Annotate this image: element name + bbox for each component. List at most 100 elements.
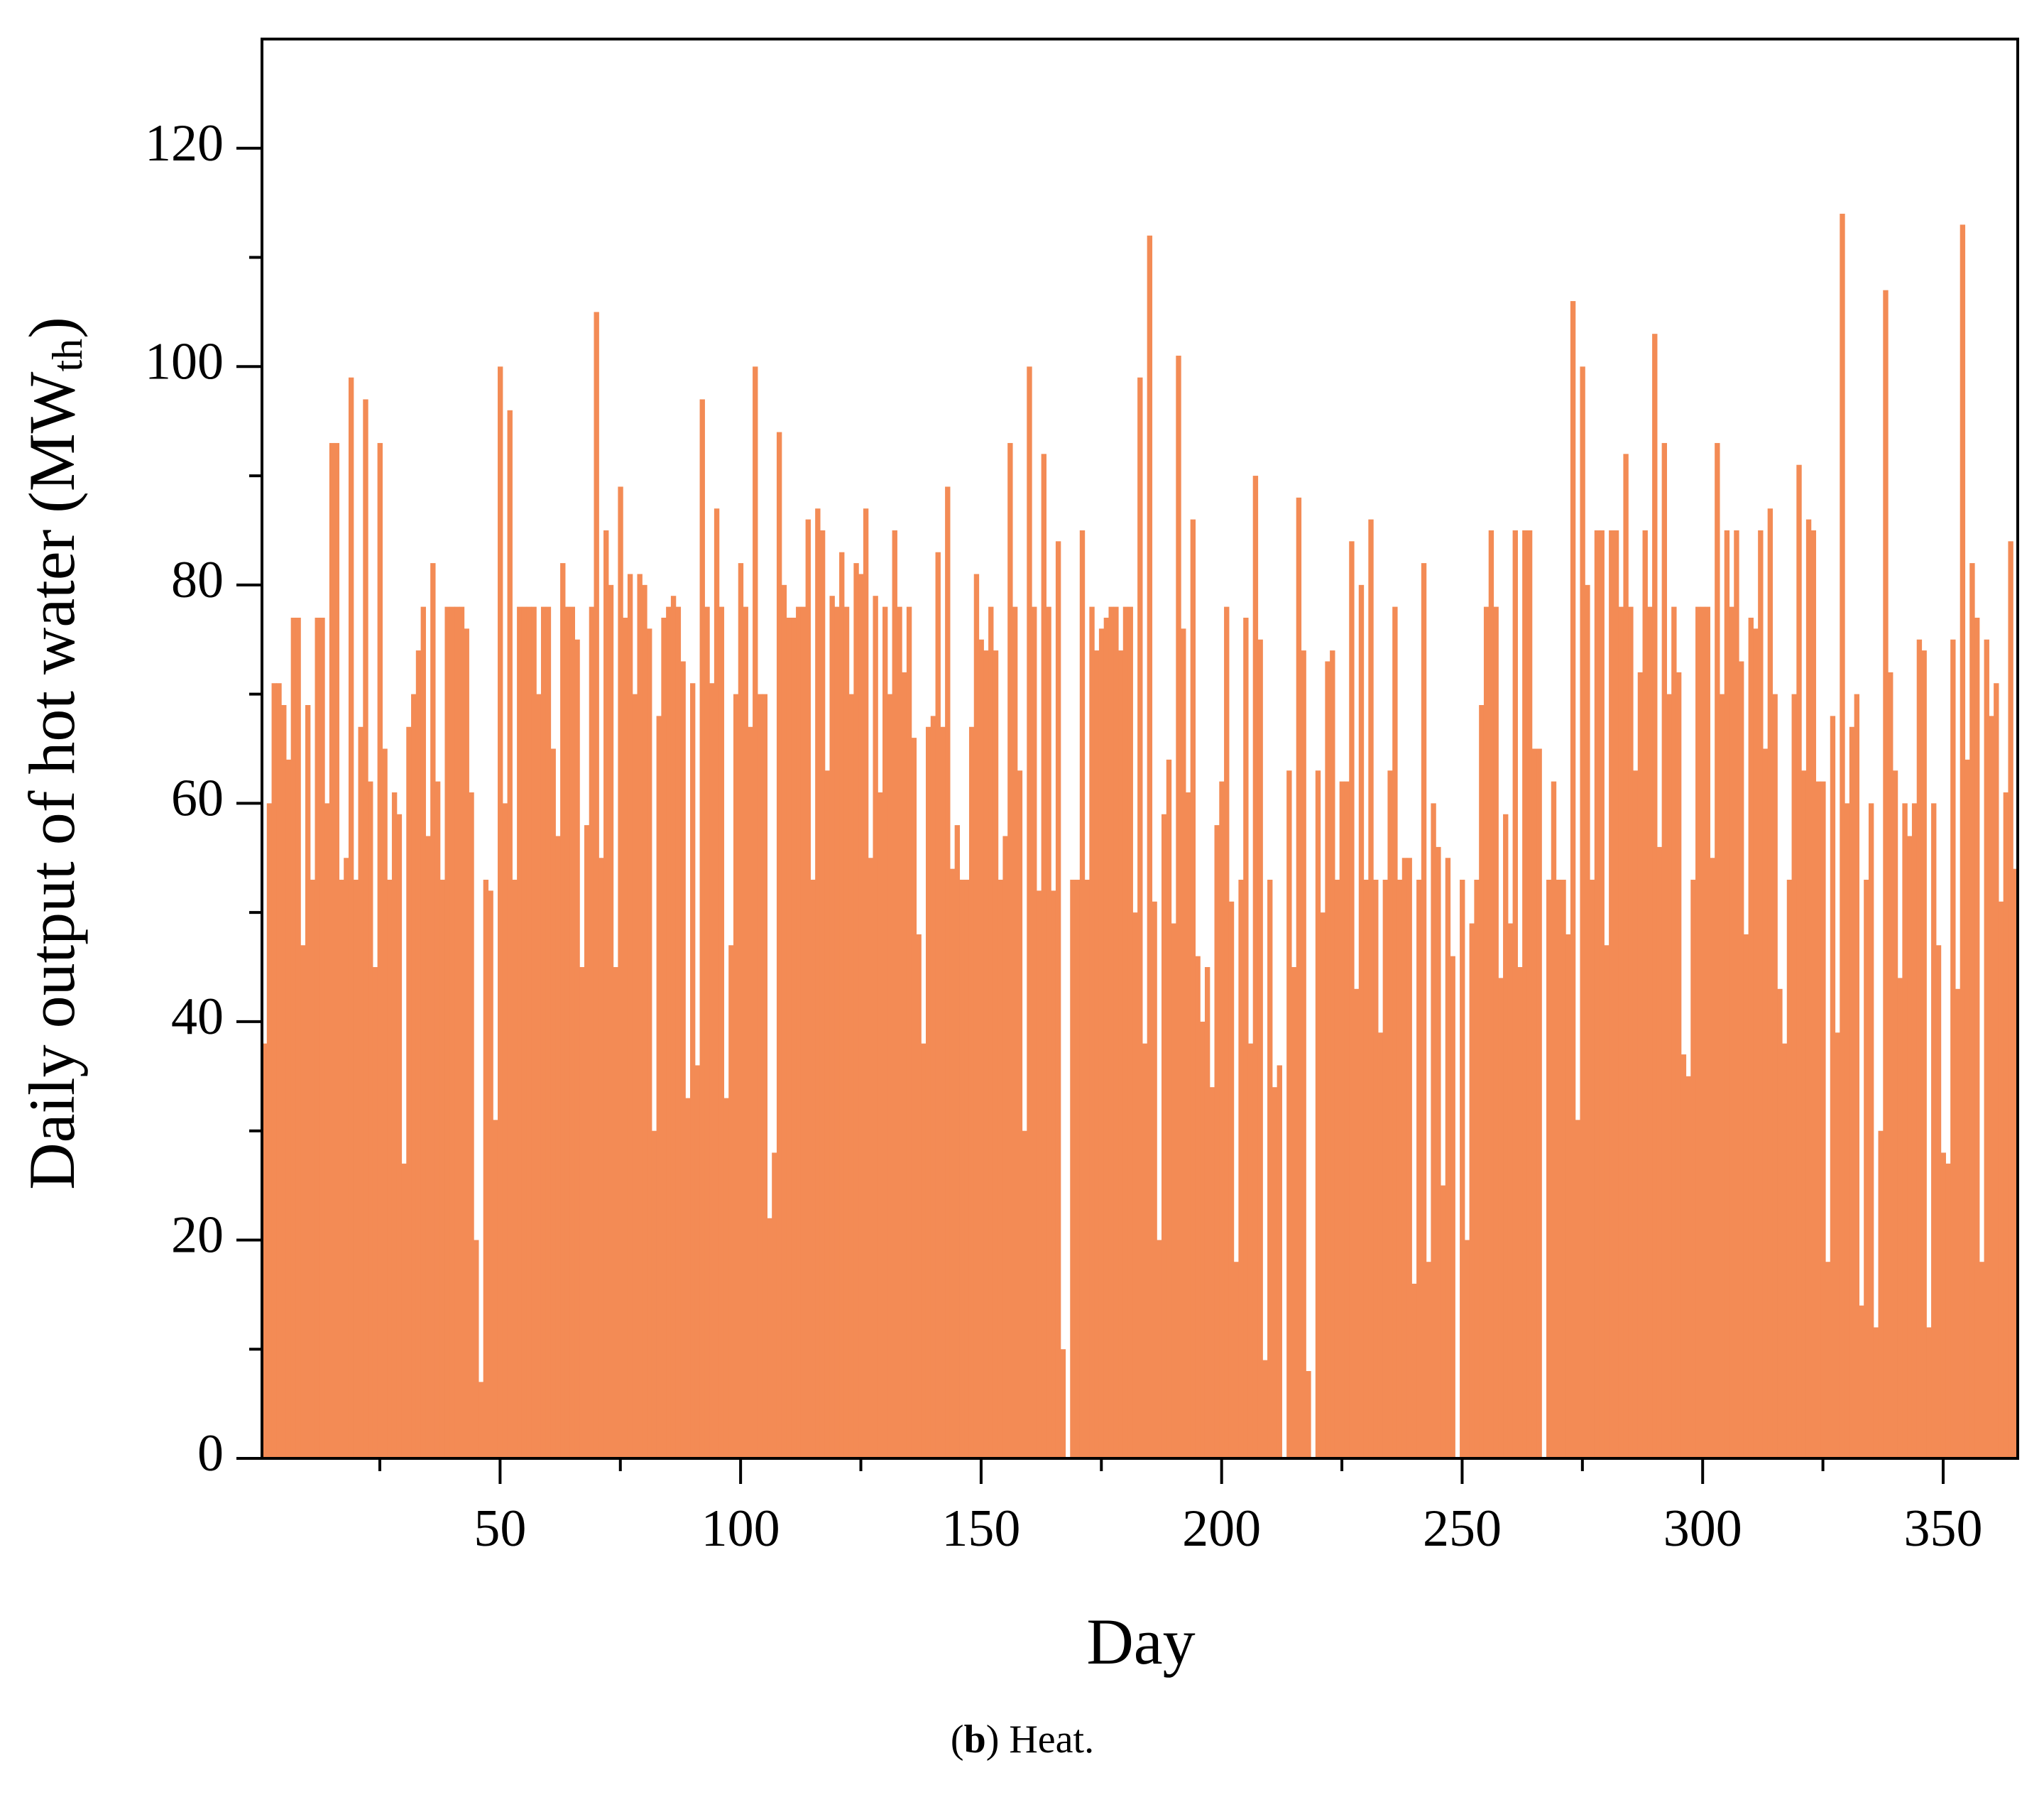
bar — [661, 617, 667, 1458]
bar — [1830, 716, 1836, 1459]
bar — [444, 606, 450, 1458]
bar — [526, 606, 532, 1458]
bar — [1594, 530, 1600, 1458]
bar — [1748, 617, 1754, 1458]
bar — [1762, 748, 1769, 1458]
bar — [1628, 606, 1634, 1458]
bar — [1142, 1043, 1148, 1458]
bar — [483, 880, 489, 1458]
bar — [1940, 1152, 1946, 1458]
bar — [1892, 770, 1898, 1458]
bar — [1334, 880, 1340, 1458]
bar — [704, 606, 710, 1458]
bar — [1084, 880, 1090, 1458]
bar — [690, 683, 696, 1458]
bar — [1320, 912, 1326, 1458]
bar — [757, 694, 763, 1458]
bar — [507, 410, 513, 1458]
bar — [1479, 704, 1485, 1458]
bar — [642, 584, 647, 1458]
bar — [1046, 606, 1051, 1458]
bar — [1632, 770, 1639, 1458]
bar — [1431, 803, 1436, 1458]
bar — [1517, 967, 1523, 1458]
bar — [454, 606, 460, 1458]
bar — [1325, 661, 1330, 1458]
bar — [632, 694, 638, 1458]
bar — [1680, 1054, 1687, 1458]
bar — [1570, 301, 1576, 1458]
bar — [1272, 1087, 1278, 1458]
bar — [964, 880, 970, 1458]
bar — [531, 606, 537, 1458]
bar — [1363, 880, 1369, 1458]
bar — [1152, 901, 1157, 1458]
bar — [998, 880, 1004, 1458]
bar — [1526, 530, 1533, 1458]
bar — [555, 836, 561, 1458]
bar — [1277, 1065, 1282, 1458]
bar — [1436, 846, 1441, 1458]
bar — [1777, 988, 1783, 1458]
bar — [1739, 661, 1744, 1458]
bar — [1589, 880, 1595, 1458]
bar — [536, 694, 542, 1458]
bar — [1729, 606, 1734, 1458]
x-tick-label: 350 — [1903, 1500, 1982, 1558]
bar — [1883, 290, 1889, 1459]
bar — [863, 508, 869, 1458]
bar — [1098, 628, 1105, 1459]
bar — [873, 596, 878, 1458]
bar — [1715, 442, 1720, 1458]
bar — [1406, 858, 1412, 1458]
bar — [1994, 683, 1999, 1458]
bar — [1368, 519, 1374, 1458]
bar — [993, 650, 999, 1458]
x-tick-label: 300 — [1663, 1500, 1742, 1558]
bar — [906, 606, 912, 1458]
bar — [469, 792, 474, 1458]
bar — [1805, 519, 1812, 1458]
bar — [762, 694, 768, 1458]
bar — [2003, 792, 2009, 1458]
bar — [1204, 967, 1210, 1458]
bar — [743, 606, 748, 1458]
bar — [497, 366, 503, 1459]
y-axis-label: Daily output of hot water (MWth) — [16, 317, 91, 1190]
bar — [1599, 530, 1605, 1458]
bar — [1945, 1163, 1951, 1458]
y-tick-label: 20 — [171, 1206, 224, 1264]
bar — [1888, 672, 1893, 1458]
y-tick-label: 60 — [171, 769, 224, 827]
x-axis-label: Day — [1086, 1605, 1195, 1678]
bar — [829, 596, 835, 1458]
bar — [1209, 1087, 1215, 1458]
bar — [1190, 519, 1196, 1458]
bar — [2008, 541, 2013, 1459]
bar — [262, 1043, 268, 1458]
bar — [1911, 803, 1918, 1458]
bar — [1330, 650, 1335, 1458]
bar — [1493, 606, 1499, 1458]
x-tick-label: 150 — [941, 1500, 1020, 1558]
bar — [1561, 880, 1566, 1458]
bar — [945, 486, 951, 1458]
bar — [1575, 1120, 1581, 1458]
bar — [810, 880, 816, 1458]
bar — [1935, 945, 1942, 1458]
bar — [1734, 530, 1739, 1458]
bar — [1089, 606, 1095, 1458]
bar — [1859, 1305, 1864, 1458]
bar — [714, 508, 720, 1458]
bar — [988, 606, 994, 1458]
caption-open: ( — [951, 1718, 964, 1762]
bar — [1791, 694, 1797, 1458]
bar — [1483, 606, 1490, 1458]
bar — [1661, 442, 1667, 1458]
bar — [1474, 880, 1480, 1458]
bar — [694, 1065, 701, 1458]
bar — [892, 530, 897, 1458]
bar — [651, 1130, 657, 1458]
bar — [1377, 1032, 1384, 1458]
bar — [723, 1098, 729, 1458]
